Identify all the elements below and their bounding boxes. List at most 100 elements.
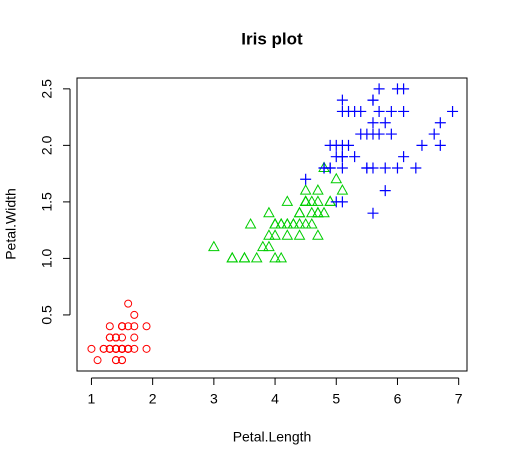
point bbox=[391, 162, 403, 174]
point bbox=[300, 173, 312, 185]
point bbox=[142, 322, 151, 331]
point bbox=[312, 184, 324, 195]
point bbox=[293, 206, 306, 218]
point bbox=[355, 105, 367, 117]
point bbox=[275, 217, 288, 229]
point bbox=[130, 322, 139, 331]
point bbox=[355, 128, 367, 140]
point bbox=[105, 322, 114, 331]
point bbox=[124, 299, 133, 308]
point bbox=[118, 333, 127, 342]
point bbox=[263, 240, 275, 252]
point bbox=[398, 105, 410, 117]
point bbox=[385, 105, 397, 117]
point bbox=[318, 162, 330, 174]
point bbox=[416, 139, 428, 151]
point bbox=[275, 251, 288, 263]
point bbox=[361, 162, 373, 174]
point bbox=[318, 206, 330, 218]
point bbox=[299, 184, 312, 195]
point bbox=[330, 151, 342, 163]
point bbox=[336, 184, 349, 195]
point bbox=[343, 139, 355, 151]
point bbox=[324, 195, 336, 206]
point bbox=[238, 251, 251, 263]
point bbox=[398, 83, 410, 95]
point bbox=[244, 217, 257, 229]
point bbox=[111, 356, 120, 365]
point bbox=[124, 344, 133, 353]
point bbox=[373, 83, 385, 95]
point bbox=[111, 333, 120, 342]
point bbox=[281, 195, 294, 206]
point bbox=[312, 229, 324, 240]
x-tick-label: 2 bbox=[149, 391, 157, 407]
point bbox=[330, 172, 343, 184]
point bbox=[293, 217, 306, 229]
point bbox=[263, 206, 275, 218]
point bbox=[124, 322, 133, 331]
point bbox=[111, 344, 120, 353]
point bbox=[305, 195, 318, 206]
plot-box bbox=[76, 77, 468, 372]
point bbox=[118, 356, 127, 365]
point bbox=[367, 94, 379, 106]
y-tick-label: 0.5 bbox=[39, 305, 55, 325]
point bbox=[385, 128, 397, 140]
point bbox=[434, 117, 446, 129]
point bbox=[367, 117, 379, 129]
point bbox=[379, 117, 391, 129]
point bbox=[208, 240, 220, 252]
point bbox=[250, 251, 263, 263]
point bbox=[293, 229, 306, 240]
y-tick-label: 2.0 bbox=[39, 135, 55, 155]
point bbox=[263, 229, 275, 240]
point bbox=[105, 344, 114, 353]
point bbox=[105, 333, 114, 342]
point bbox=[93, 356, 102, 365]
y-tick-label: 2.5 bbox=[39, 79, 55, 99]
y-tick-label: 1.5 bbox=[39, 192, 55, 212]
y-axis-label: Petal.Width bbox=[3, 188, 19, 260]
point bbox=[367, 207, 379, 219]
point bbox=[373, 105, 385, 117]
point bbox=[281, 229, 294, 240]
point bbox=[269, 217, 281, 229]
point bbox=[130, 333, 139, 342]
point bbox=[336, 162, 348, 174]
point bbox=[256, 240, 269, 252]
point bbox=[434, 139, 446, 151]
y-tick-label: 1.0 bbox=[39, 248, 55, 268]
point bbox=[447, 105, 459, 117]
point bbox=[299, 217, 312, 229]
chart-title: Iris plot bbox=[241, 29, 303, 48]
point bbox=[287, 217, 300, 229]
x-tick-label: 6 bbox=[394, 391, 402, 407]
point bbox=[87, 344, 96, 353]
point bbox=[281, 217, 294, 229]
point bbox=[336, 196, 348, 208]
point bbox=[379, 185, 391, 197]
x-tick-label: 7 bbox=[455, 391, 463, 407]
point bbox=[379, 162, 391, 174]
point bbox=[343, 105, 355, 117]
x-tick-label: 1 bbox=[88, 391, 96, 407]
point bbox=[336, 94, 348, 106]
point bbox=[349, 151, 361, 163]
point bbox=[398, 151, 410, 163]
point bbox=[226, 251, 239, 263]
point bbox=[367, 128, 379, 140]
point bbox=[312, 206, 324, 218]
point bbox=[305, 217, 318, 229]
point bbox=[312, 195, 324, 206]
point bbox=[299, 195, 312, 206]
point bbox=[118, 322, 127, 331]
point bbox=[118, 344, 127, 353]
x-axis-label: Petal.Length bbox=[233, 429, 312, 445]
point bbox=[305, 206, 318, 218]
point bbox=[410, 162, 422, 174]
point bbox=[130, 310, 139, 319]
point bbox=[142, 344, 151, 353]
